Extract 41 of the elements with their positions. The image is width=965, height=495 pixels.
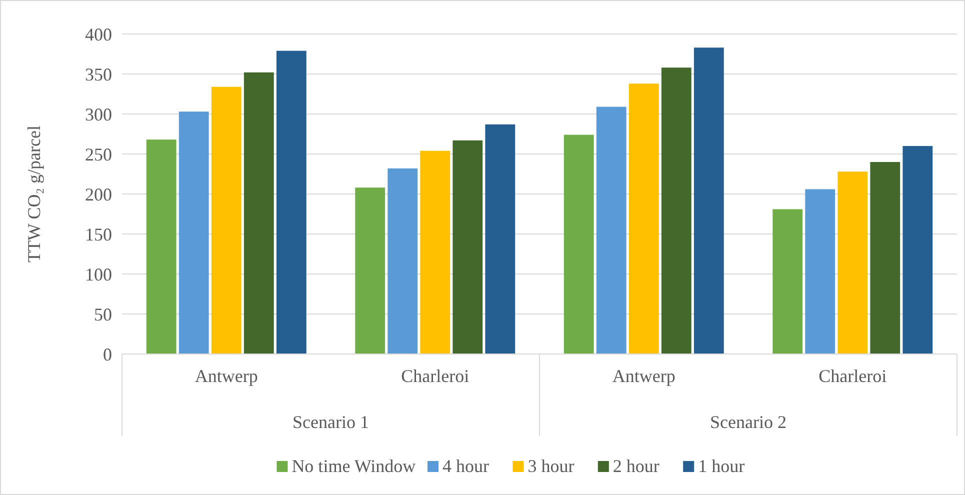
legend-label: 3 hour xyxy=(528,456,574,476)
bar xyxy=(146,140,176,354)
bar xyxy=(870,162,900,354)
y-tick-label: 400 xyxy=(85,24,112,44)
x-tick-label: Antwerp xyxy=(612,366,676,386)
bar xyxy=(805,189,836,354)
y-tick-label: 300 xyxy=(85,104,112,124)
bar xyxy=(388,168,418,354)
bar xyxy=(276,50,306,354)
y-tick-label: 250 xyxy=(85,144,112,164)
bar xyxy=(178,112,209,354)
bar xyxy=(661,68,692,354)
y-tick-label: 350 xyxy=(85,64,112,84)
bar xyxy=(838,172,868,354)
bar xyxy=(596,106,626,354)
x-tick-label: Antwerp xyxy=(194,366,258,386)
legend-label: 1 hour xyxy=(698,456,745,476)
bar xyxy=(564,134,594,354)
bar xyxy=(420,150,450,354)
text: Scenario 1 xyxy=(292,412,369,432)
bar xyxy=(485,124,516,354)
bar xyxy=(244,72,274,354)
bar xyxy=(902,146,933,354)
text: Scenario 2 xyxy=(710,412,786,432)
y-axis-title: TTW CO₂ g/parcel xyxy=(24,126,44,262)
y-tick-label: 100 xyxy=(85,264,112,284)
y-tick-label: 150 xyxy=(85,224,112,244)
legend-label: 4 hour xyxy=(442,456,489,476)
y-tick-label: 0 xyxy=(103,344,112,364)
bar xyxy=(628,84,659,354)
bar xyxy=(694,48,724,354)
x-tick-label: Charleroi xyxy=(818,366,887,386)
bar xyxy=(772,209,803,354)
bar xyxy=(355,188,386,354)
y-tick-label: 200 xyxy=(85,184,112,204)
y-tick-label: 50 xyxy=(94,304,112,324)
x-tick-label: Charleroi xyxy=(401,366,470,386)
bar xyxy=(211,86,242,354)
bar xyxy=(452,140,483,354)
legend-label: 2 hour xyxy=(612,456,660,476)
legend-label: No time Window xyxy=(292,456,416,476)
